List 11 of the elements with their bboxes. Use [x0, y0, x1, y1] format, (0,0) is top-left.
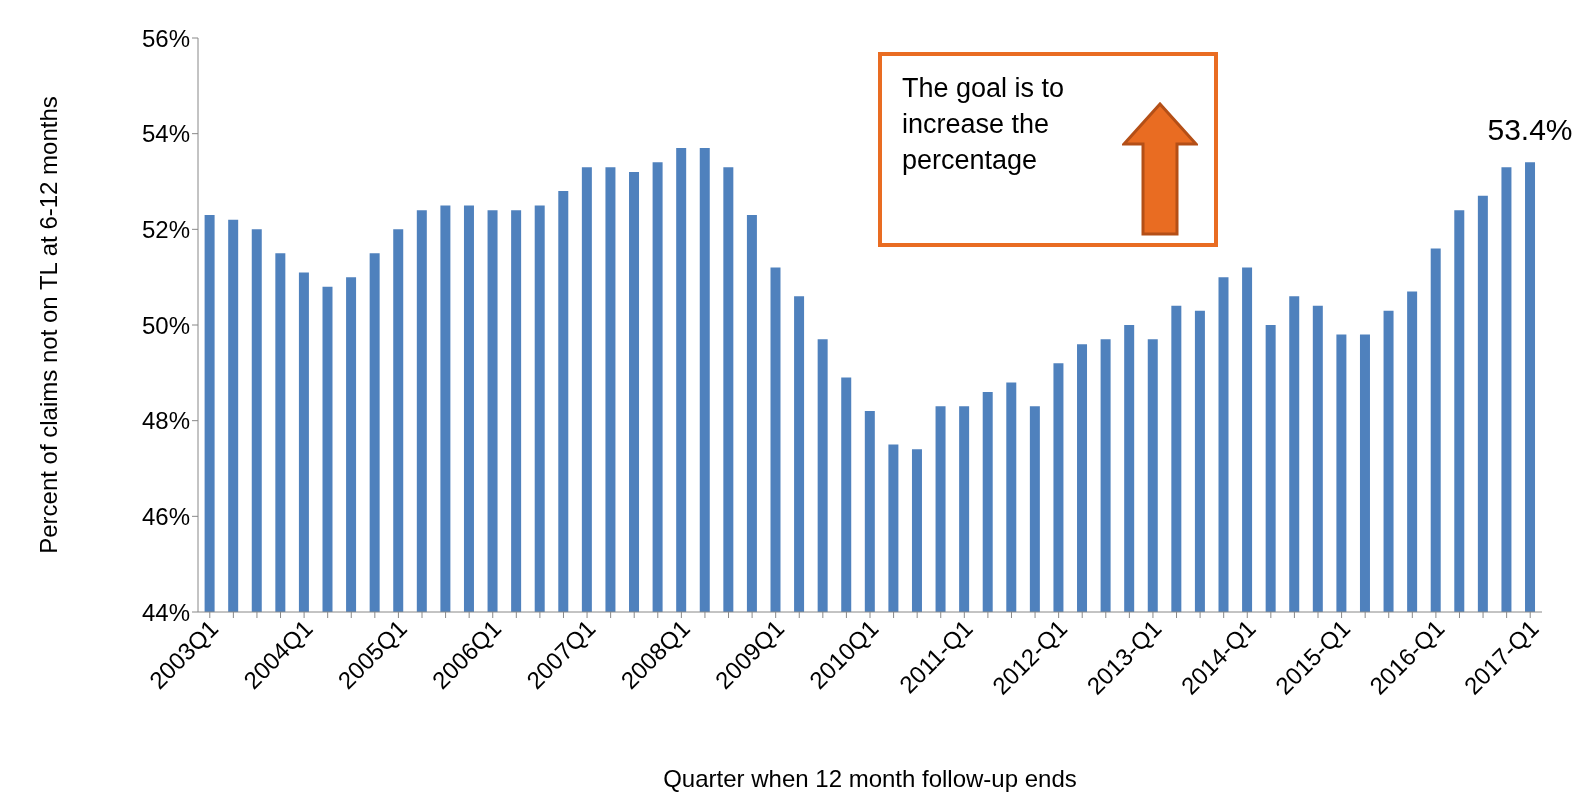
- y-tick-label: 44%: [141, 598, 190, 626]
- y-tick-label: 56%: [141, 24, 190, 52]
- y-tick-label: 54%: [141, 120, 190, 148]
- callout-box: The goal is to increase the percentage: [878, 52, 1218, 247]
- y-tick-label: 46%: [141, 502, 190, 530]
- data-label: 53.4%: [1487, 113, 1573, 147]
- y-tick-label: 48%: [141, 407, 190, 435]
- y-tick-label: 50%: [141, 311, 190, 339]
- y-axis-title: Percent of claims not on TL at 6-12 months: [34, 96, 62, 554]
- x-axis-title: Quarter when 12 month follow-up ends: [663, 765, 1077, 792]
- y-tick-label: 52%: [141, 215, 190, 243]
